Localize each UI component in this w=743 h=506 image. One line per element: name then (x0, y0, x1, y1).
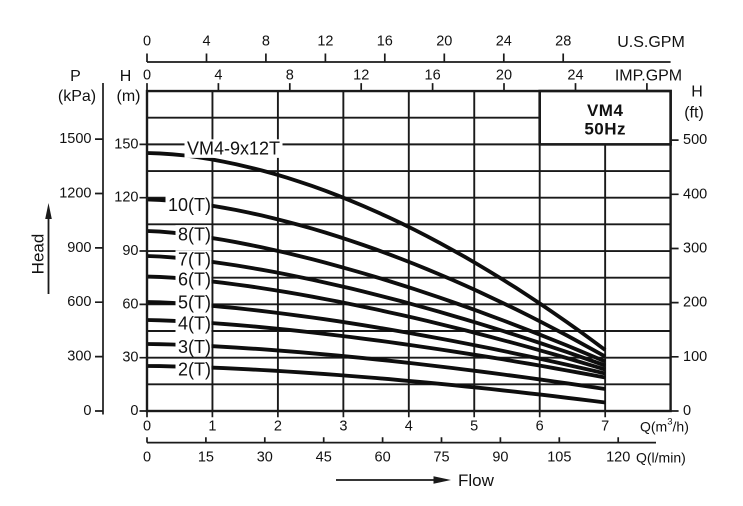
svg-text:H: H (120, 68, 132, 85)
svg-text:16: 16 (425, 68, 441, 84)
svg-text:0: 0 (683, 403, 691, 419)
svg-text:P: P (70, 68, 81, 85)
svg-text:0: 0 (130, 403, 138, 419)
svg-text:(kPa): (kPa) (58, 88, 96, 105)
svg-text:100: 100 (683, 349, 707, 365)
svg-text:24: 24 (567, 68, 583, 84)
svg-text:3: 3 (339, 419, 347, 435)
svg-text:4: 4 (405, 419, 413, 435)
svg-text:8: 8 (286, 68, 294, 84)
svg-text:4: 4 (214, 68, 222, 84)
svg-text:500: 500 (683, 132, 707, 148)
svg-text:120: 120 (606, 450, 630, 466)
svg-text:5: 5 (470, 419, 478, 435)
svg-text:90: 90 (122, 243, 138, 259)
svg-text:120: 120 (114, 190, 138, 206)
svg-text:Flow: Flow (458, 471, 495, 490)
svg-text:30: 30 (122, 350, 138, 366)
svg-text:20: 20 (496, 68, 512, 84)
svg-text:50Hz: 50Hz (584, 120, 626, 139)
svg-text:900: 900 (67, 240, 91, 256)
svg-text:150: 150 (114, 136, 138, 152)
svg-text:Q(l/min): Q(l/min) (636, 450, 686, 466)
svg-text:60: 60 (122, 296, 138, 312)
svg-text:60: 60 (375, 450, 391, 466)
svg-text:24: 24 (496, 34, 512, 50)
svg-text:5(T): 5(T) (178, 293, 211, 313)
svg-text:300: 300 (683, 241, 707, 257)
svg-text:1: 1 (208, 419, 216, 435)
svg-text:2: 2 (274, 419, 282, 435)
svg-text:0: 0 (143, 450, 151, 466)
svg-text:U.S.GPM: U.S.GPM (617, 34, 685, 51)
svg-text:1500: 1500 (59, 131, 91, 147)
svg-text:(ft): (ft) (684, 105, 704, 122)
svg-text:4: 4 (202, 34, 210, 50)
svg-text:2(T): 2(T) (178, 359, 211, 379)
svg-text:45: 45 (316, 450, 332, 466)
svg-text:28: 28 (555, 34, 571, 50)
svg-text:0: 0 (143, 419, 151, 435)
svg-text:VM4-9x12T: VM4-9x12T (187, 139, 280, 159)
svg-text:7: 7 (601, 419, 609, 435)
svg-text:1200: 1200 (59, 186, 91, 202)
svg-text:6: 6 (536, 419, 544, 435)
svg-text:Head: Head (29, 234, 48, 275)
svg-text:7(T): 7(T) (178, 250, 211, 270)
svg-text:200: 200 (683, 295, 707, 311)
svg-text:16: 16 (377, 34, 393, 50)
svg-text:6(T): 6(T) (178, 269, 211, 289)
svg-text:30: 30 (257, 450, 273, 466)
svg-text:600: 600 (67, 294, 91, 310)
svg-text:90: 90 (492, 450, 508, 466)
svg-text:4(T): 4(T) (178, 313, 211, 333)
svg-text:105: 105 (547, 450, 571, 466)
svg-text:(m): (m) (117, 88, 141, 105)
svg-text:3(T): 3(T) (178, 337, 211, 357)
svg-text:400: 400 (683, 186, 707, 202)
svg-text:IMP.GPM: IMP.GPM (615, 68, 682, 85)
svg-text:10(T): 10(T) (168, 195, 211, 215)
svg-text:0: 0 (143, 68, 151, 84)
svg-text:H: H (691, 84, 703, 101)
svg-text:75: 75 (433, 450, 449, 466)
svg-text:0: 0 (83, 403, 91, 419)
svg-text:12: 12 (353, 68, 369, 84)
svg-text:8: 8 (262, 34, 270, 50)
svg-text:300: 300 (67, 349, 91, 365)
svg-text:15: 15 (198, 450, 214, 466)
svg-text:8(T): 8(T) (178, 225, 211, 245)
svg-text:VM4: VM4 (587, 101, 624, 120)
svg-text:20: 20 (436, 34, 452, 50)
svg-text:0: 0 (143, 34, 151, 50)
svg-text:12: 12 (317, 34, 333, 50)
svg-text:Q(m3/h): Q(m3/h) (640, 416, 689, 435)
